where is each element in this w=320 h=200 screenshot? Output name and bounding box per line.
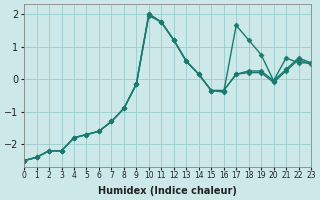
X-axis label: Humidex (Indice chaleur): Humidex (Indice chaleur)	[98, 186, 237, 196]
